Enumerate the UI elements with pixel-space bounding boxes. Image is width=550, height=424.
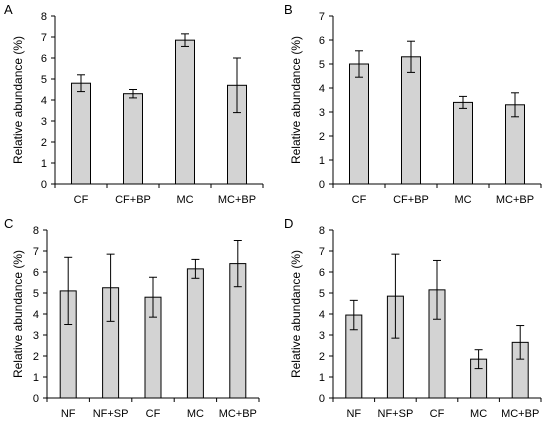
y-tick-label: 2 <box>319 131 325 143</box>
y-tick-label: 3 <box>41 116 47 128</box>
chart-panel-b: B Relative abundance (%) 0 1 2 3 4 5 6 7 CF CF+BP MC… <box>284 2 542 206</box>
y-tick-label: 2 <box>319 351 325 363</box>
y-axis-title: Relative abundance (%) <box>11 36 25 164</box>
y-tick-label: 1 <box>33 372 39 384</box>
x-tick-label: CF <box>430 408 445 420</box>
x-tick-label: MC+BP <box>219 408 257 420</box>
y-tick-label: 1 <box>41 158 47 170</box>
y-tick-label: 5 <box>319 288 325 300</box>
y-tick-label: 7 <box>319 246 325 258</box>
y-tick-label: 1 <box>319 155 325 167</box>
y-tick-label: 8 <box>319 225 325 237</box>
y-tick-label: 0 <box>41 179 47 191</box>
bar <box>175 39 195 185</box>
x-tick-label: NF <box>346 408 361 420</box>
y-tick-label: 7 <box>33 246 39 258</box>
y-tick-label: 1 <box>319 372 325 384</box>
y-tick-label: 6 <box>319 35 325 47</box>
x-tick-label: CF <box>74 194 89 206</box>
chart-panel-d: D Relative abundance (%) 0 1 2 3 4 5 6 7 8 NF NF+SP C… <box>284 216 542 420</box>
y-tick-label: 4 <box>33 309 39 321</box>
bar <box>71 82 91 185</box>
panel-label: B <box>284 2 293 17</box>
y-tick-label: 5 <box>33 288 39 300</box>
x-tick-label: MC+BP <box>218 194 256 206</box>
x-tick-label: CF <box>352 194 367 206</box>
x-tick-label: MC <box>187 408 204 420</box>
x-tick-label: CF+BP <box>393 194 429 206</box>
bar <box>453 101 473 185</box>
y-tick-label: 7 <box>41 32 47 44</box>
y-tick-label: 5 <box>41 74 47 86</box>
x-tick-label: CF <box>146 408 161 420</box>
y-tick-label: 4 <box>41 95 47 107</box>
y-tick-label: 3 <box>33 330 39 342</box>
x-tick-label: NF <box>61 408 76 420</box>
x-tick-label: MC+BP <box>501 408 539 420</box>
bar <box>349 63 369 185</box>
y-tick-label: 3 <box>319 107 325 119</box>
chart-panel-a: A Relative abundance (%) 0 1 2 3 4 5 6 7 8 CF CF+BP M… <box>4 2 264 206</box>
y-tick-label: 4 <box>319 309 325 321</box>
y-tick-label: 5 <box>319 59 325 71</box>
chart-panel-c: C Relative abundance (%) 0 1 2 3 4 5 6 7 8 NF NF+SP C… <box>4 216 260 420</box>
x-tick-label: MC <box>454 194 471 206</box>
x-tick-label: MC+BP <box>496 194 534 206</box>
y-tick-label: 0 <box>319 393 325 405</box>
y-tick-label: 3 <box>319 330 325 342</box>
x-tick-label: CF+BP <box>115 194 151 206</box>
y-axis-title: Relative abundance (%) <box>289 36 303 164</box>
bar <box>401 56 421 185</box>
bar <box>186 268 204 399</box>
y-tick-label: 0 <box>319 179 325 191</box>
bar <box>123 93 143 185</box>
panel-label: C <box>4 216 13 231</box>
y-tick-label: 6 <box>319 267 325 279</box>
x-tick-label: MC <box>470 408 487 420</box>
panel-label: A <box>4 2 13 17</box>
x-tick-label: NF+SP <box>378 408 414 420</box>
y-tick-label: 8 <box>41 11 47 23</box>
y-tick-label: 6 <box>33 267 39 279</box>
x-tick-label: NF+SP <box>93 408 129 420</box>
y-axis-title: Relative abundance (%) <box>289 250 303 378</box>
y-axis-title: Relative abundance (%) <box>11 250 25 378</box>
x-tick-label: MC <box>176 194 193 206</box>
y-tick-label: 0 <box>33 393 39 405</box>
y-tick-label: 7 <box>319 11 325 23</box>
panel-label: D <box>284 216 293 231</box>
y-tick-label: 6 <box>41 53 47 65</box>
y-tick-label: 2 <box>33 351 39 363</box>
y-tick-label: 2 <box>41 137 47 149</box>
y-tick-label: 8 <box>33 225 39 237</box>
y-tick-label: 4 <box>319 83 325 95</box>
